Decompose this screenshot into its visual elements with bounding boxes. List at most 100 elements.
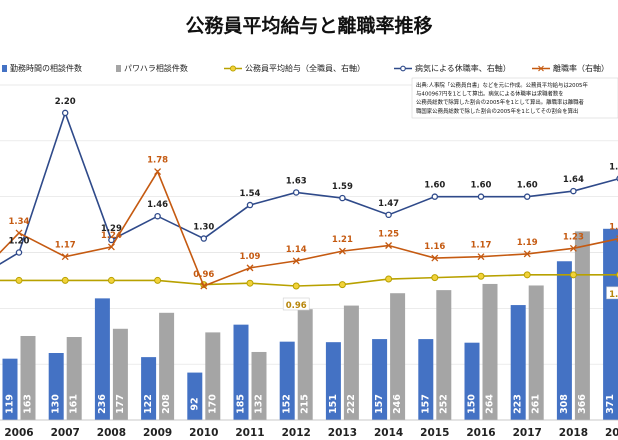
bar-label: 122 xyxy=(143,394,154,414)
point-marker-stroke xyxy=(154,168,162,176)
x-tick-label: 2019 xyxy=(605,427,618,439)
bar-label: 308 xyxy=(559,394,570,414)
point-label: 1.16 xyxy=(424,242,445,252)
point-marker xyxy=(107,243,115,251)
bar-label: 223 xyxy=(513,394,524,414)
point-label: 1.19 xyxy=(517,238,538,248)
x-tick-label: 2016 xyxy=(466,427,495,439)
point-label: 1.30 xyxy=(609,223,618,233)
bar xyxy=(528,285,544,420)
bar xyxy=(464,342,480,420)
point-marker xyxy=(246,264,254,272)
x-tick-label: 2007 xyxy=(51,427,80,439)
legend-marker xyxy=(400,65,406,72)
point-label: 1.60 xyxy=(517,181,538,191)
legend-label: 勤務時間の相談件数 xyxy=(10,63,82,73)
point-marker xyxy=(15,229,23,237)
point-label-box xyxy=(606,286,618,300)
point-marker-stroke xyxy=(107,243,115,251)
bar xyxy=(297,309,313,420)
bar xyxy=(325,342,341,420)
bar xyxy=(112,328,128,420)
note-line: 職国家公務員総数で除した割合の2005年を1としてその割合を算出 xyxy=(416,107,578,115)
legend-swatch xyxy=(2,65,7,72)
point-label: 1.30 xyxy=(193,223,214,233)
bar-label: 236 xyxy=(97,394,108,414)
legend-item: 離職率（右軸） xyxy=(532,63,609,73)
bar xyxy=(20,335,36,420)
point-label: 1.47 xyxy=(378,199,399,209)
x-tick-label: 2017 xyxy=(513,427,542,439)
point-label: 1.54 xyxy=(240,189,261,199)
point-marker xyxy=(61,109,69,117)
bar-label: 264 xyxy=(485,394,496,414)
bar-label: 170 xyxy=(207,394,218,414)
bar xyxy=(94,298,110,420)
point-label: 1.14 xyxy=(286,245,307,255)
legend-item: 病気による休職率、右軸） xyxy=(394,63,511,73)
note-box xyxy=(411,77,618,119)
x-tick-label: 2015 xyxy=(420,427,449,439)
point-label: 1.20 xyxy=(9,237,30,247)
legend: 勤務時間の相談件数 パワハラ相談件数 公務員平均給与（全職員、右軸） 病気による休職率… xyxy=(2,63,609,73)
x-tick-label: 2011 xyxy=(235,427,264,439)
point-marker-stroke xyxy=(385,242,393,249)
point-label: 1.64 xyxy=(563,175,584,185)
point-marker xyxy=(154,168,162,176)
point-marker-stroke xyxy=(61,253,69,261)
point-label: 1.60 xyxy=(471,181,492,191)
legend-item: 勤務時間の相談件数 xyxy=(2,63,82,73)
legend-label: 離職率（右軸） xyxy=(553,63,609,73)
bar-label: 130 xyxy=(51,394,62,414)
x-tick-label: 2006 xyxy=(4,427,33,439)
bar-label: 163 xyxy=(23,394,34,414)
plot-area: 119 130 236 122 92 185 152 151 157 157 150 223 308 37… xyxy=(0,84,618,421)
bar-label: 151 xyxy=(328,394,339,414)
bar xyxy=(187,372,203,420)
bar xyxy=(343,305,359,420)
bar xyxy=(372,339,388,420)
bar-label: 157 xyxy=(374,394,385,414)
x-tick-label: 2018 xyxy=(559,427,588,439)
point-label-box xyxy=(282,297,310,311)
point-marker xyxy=(385,242,393,249)
point-label: 1.21 xyxy=(332,235,353,245)
point-marker xyxy=(385,211,392,219)
bar-label: 185 xyxy=(236,394,247,414)
point-label: 1.60 xyxy=(424,181,445,191)
point-label: 1.63 xyxy=(286,176,307,186)
point-marker xyxy=(246,279,254,287)
point-marker xyxy=(246,201,254,209)
bar-label: 161 xyxy=(69,394,80,414)
point-marker xyxy=(292,282,300,290)
point-label: 1.24 xyxy=(101,231,122,241)
legend-item: 公務員平均給与（全職員、右軸） xyxy=(224,63,365,73)
point-label: 1.29 xyxy=(101,224,122,234)
bar xyxy=(556,261,572,420)
point-marker xyxy=(108,236,115,244)
legend-marker xyxy=(538,65,544,72)
x-tick-label: 2010 xyxy=(189,427,218,439)
x-tick-label: 2014 xyxy=(374,427,403,439)
x-axis: 2006 2007 2008 2009 2010 2011 2012 2013 2014 2015… xyxy=(0,419,618,439)
point-marker-stroke xyxy=(477,253,485,261)
point-marker xyxy=(338,281,346,289)
point-marker-stroke xyxy=(246,264,254,272)
bar xyxy=(48,353,64,420)
bar xyxy=(574,231,590,420)
point-marker xyxy=(292,189,300,196)
bar-label: 132 xyxy=(254,394,265,414)
point-marker xyxy=(15,276,23,284)
point-marker xyxy=(431,254,439,262)
bar xyxy=(205,332,221,420)
point-label: 2.20 xyxy=(55,97,76,107)
point-marker xyxy=(385,275,393,283)
bar xyxy=(159,312,175,420)
point-marker xyxy=(570,187,577,195)
point-label: 1.17 xyxy=(55,241,76,251)
point-label: 0.96 xyxy=(286,301,307,311)
bar-label: 261 xyxy=(531,394,542,414)
source-note: 出典:人事院「公務員白書」などを元に作成。公務員平均給与は2005年与40096… xyxy=(411,77,618,119)
bar-label: 157 xyxy=(420,394,431,414)
point-marker xyxy=(339,194,346,202)
